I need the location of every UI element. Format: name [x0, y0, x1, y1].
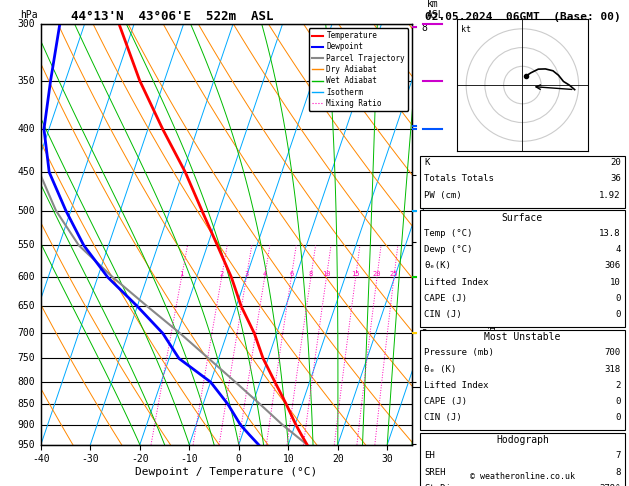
Text: © weatheronline.co.uk: © weatheronline.co.uk	[470, 472, 575, 481]
Text: 1.92: 1.92	[599, 191, 621, 200]
Text: 0: 0	[615, 413, 621, 422]
Text: 900: 900	[18, 420, 35, 430]
Text: 20: 20	[610, 158, 621, 168]
Text: 350: 350	[18, 75, 35, 86]
Text: 450: 450	[18, 167, 35, 177]
Text: Temp (°C): Temp (°C)	[424, 229, 472, 239]
Text: Totals Totals: Totals Totals	[424, 174, 494, 184]
Text: CIN (J): CIN (J)	[424, 413, 462, 422]
Text: 850: 850	[18, 399, 35, 409]
Text: EH: EH	[424, 451, 435, 461]
Text: 400: 400	[18, 124, 35, 134]
Text: 6: 6	[289, 271, 293, 277]
Text: 550: 550	[18, 241, 35, 250]
Text: 02.05.2024  06GMT  (Base: 00): 02.05.2024 06GMT (Base: 00)	[425, 12, 620, 22]
Text: 318: 318	[604, 364, 621, 374]
Text: 750: 750	[18, 353, 35, 364]
Text: Pressure (mb): Pressure (mb)	[424, 348, 494, 358]
Text: θₑ (K): θₑ (K)	[424, 364, 456, 374]
Text: 20: 20	[373, 271, 381, 277]
Text: Surface: Surface	[502, 213, 543, 224]
Text: 2: 2	[220, 271, 224, 277]
Text: 1: 1	[179, 271, 184, 277]
Text: 10: 10	[610, 278, 621, 287]
Text: 700: 700	[18, 329, 35, 338]
Text: Mixing Ratio (g/kg): Mixing Ratio (g/kg)	[489, 250, 498, 345]
Text: 7: 7	[615, 451, 621, 461]
Text: 44°13'N  43°06'E  522m  ASL: 44°13'N 43°06'E 522m ASL	[70, 10, 273, 23]
Text: 36: 36	[610, 174, 621, 184]
Text: 279°: 279°	[599, 484, 621, 486]
Text: Lifted Index: Lifted Index	[424, 278, 489, 287]
Text: Lifted Index: Lifted Index	[424, 381, 489, 390]
Text: 15: 15	[352, 271, 360, 277]
Text: θₑ(K): θₑ(K)	[424, 261, 451, 271]
Text: StmDir: StmDir	[424, 484, 456, 486]
Text: km
ASL: km ASL	[427, 0, 445, 20]
Text: 0: 0	[615, 310, 621, 319]
Text: Most Unstable: Most Unstable	[484, 332, 560, 343]
Text: SREH: SREH	[424, 468, 445, 477]
Text: 800: 800	[18, 377, 35, 387]
Legend: Temperature, Dewpoint, Parcel Trajectory, Dry Adiabat, Wet Adiabat, Isotherm, Mi: Temperature, Dewpoint, Parcel Trajectory…	[309, 28, 408, 111]
Text: 13.8: 13.8	[599, 229, 621, 239]
Text: CAPE (J): CAPE (J)	[424, 397, 467, 406]
Text: K: K	[424, 158, 430, 168]
Text: hPa: hPa	[21, 10, 38, 20]
Text: 500: 500	[18, 206, 35, 216]
Text: 600: 600	[18, 272, 35, 282]
Text: 2: 2	[615, 381, 621, 390]
Text: 10: 10	[322, 271, 331, 277]
Text: 8: 8	[615, 468, 621, 477]
Text: 700: 700	[604, 348, 621, 358]
Text: PW (cm): PW (cm)	[424, 191, 462, 200]
Text: 950: 950	[18, 440, 35, 450]
Text: 0: 0	[615, 294, 621, 303]
Text: 4: 4	[615, 245, 621, 255]
X-axis label: Dewpoint / Temperature (°C): Dewpoint / Temperature (°C)	[135, 467, 318, 477]
Text: CIN (J): CIN (J)	[424, 310, 462, 319]
Text: 306: 306	[604, 261, 621, 271]
Text: Dewp (°C): Dewp (°C)	[424, 245, 472, 255]
Text: 300: 300	[18, 19, 35, 29]
Text: 8: 8	[309, 271, 313, 277]
Text: 650: 650	[18, 301, 35, 312]
Text: CAPE (J): CAPE (J)	[424, 294, 467, 303]
Text: 3: 3	[244, 271, 248, 277]
Text: 0: 0	[615, 397, 621, 406]
Text: LCL: LCL	[460, 382, 476, 391]
Text: 4: 4	[262, 271, 267, 277]
Text: kt: kt	[460, 25, 470, 34]
Text: Hodograph: Hodograph	[496, 435, 549, 446]
Text: 25: 25	[390, 271, 398, 277]
